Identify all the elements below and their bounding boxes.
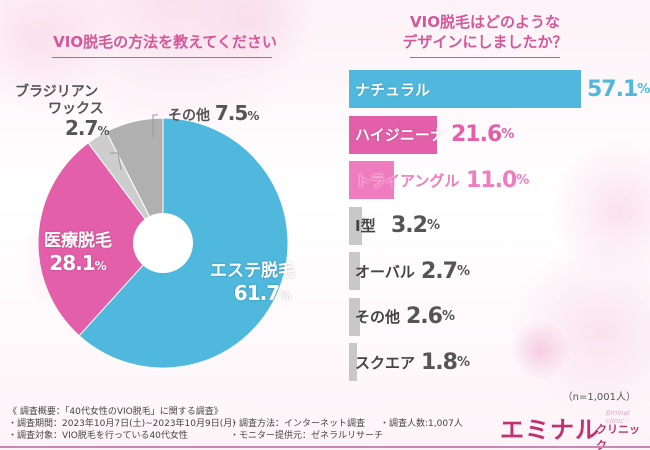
bar bbox=[349, 161, 394, 199]
survey-target: ・調査対象：VIO脱毛を行っている40代女性 bbox=[8, 431, 188, 441]
bar-row: ナチュラル 57.1% bbox=[349, 70, 650, 108]
brazilian-label-line2: ワックス bbox=[48, 101, 104, 117]
bar bbox=[349, 115, 437, 154]
bar-value-number: 2.7 bbox=[421, 258, 458, 284]
bar-row: トライアングル 11.0% bbox=[349, 161, 639, 199]
bar-value-number: 11.0 bbox=[466, 167, 517, 193]
esthe-label-name: エステ脱毛 bbox=[210, 261, 295, 281]
bar-value: 2.7% bbox=[421, 252, 470, 290]
bar-label: I型 bbox=[355, 217, 376, 235]
bar-value-unit: % bbox=[501, 127, 515, 142]
other-value-unit: % bbox=[247, 109, 260, 123]
bar-value: 57.1% bbox=[587, 70, 650, 108]
pie-title-underline bbox=[52, 57, 272, 58]
pie-slice bbox=[105, 117, 164, 244]
bar bbox=[349, 343, 357, 381]
bar-value: 11.0% bbox=[466, 161, 529, 199]
bar-chart-title: VIO脱毛はどのような デザインにしましたか？ bbox=[385, 12, 585, 52]
bar-value-unit: % bbox=[516, 172, 530, 188]
bar-label: ナチュラル bbox=[355, 80, 431, 99]
pie-label-brazilian: ブラジリアン ワックス 2.7% bbox=[15, 84, 109, 140]
survey-footer: 《 調査概要：「40代女性のVIO脱毛」に関する調査》 ・調査期間：2023年1… bbox=[8, 406, 463, 442]
footer-divider bbox=[0, 446, 650, 448]
sample-size-note: （n=1,001人） bbox=[562, 392, 636, 403]
bar-title-underline bbox=[410, 57, 560, 58]
survey-method: ・調査方法：インターネット調査 bbox=[230, 419, 366, 429]
bar-label: スクエア bbox=[355, 353, 416, 372]
bar bbox=[349, 252, 360, 290]
survey-period: ・調査期間：2023年10月7日(土)~2023年10月9日(月) bbox=[8, 419, 236, 429]
brazilian-value: 2.7% bbox=[15, 118, 110, 140]
bar-value: 1.8% bbox=[421, 343, 470, 381]
bar-value-unit: % bbox=[637, 81, 650, 97]
medical-value-number: 28.1 bbox=[49, 251, 95, 275]
bar-value-number: 57.1 bbox=[587, 76, 638, 102]
other-value-number: 7.5 bbox=[214, 101, 248, 125]
bar-value-unit: % bbox=[456, 263, 471, 279]
pie-chart-title: VIO脱毛の方法を教えてください bbox=[53, 33, 277, 51]
bar-value: 3.2% bbox=[391, 207, 440, 245]
leader-line-other bbox=[152, 114, 158, 137]
pie-label-other: その他 7.5% bbox=[168, 103, 260, 125]
bar-value-number: 1.8 bbox=[421, 349, 458, 375]
survey-count: ・調査人数:1,007人 bbox=[380, 419, 463, 429]
bar-title-line2: デザインにしましたか？ bbox=[402, 33, 568, 51]
bar-value-number: 2.6 bbox=[406, 304, 443, 329]
pie-label-esthe: エステ脱毛 61.7% bbox=[205, 260, 300, 307]
bar-value-unit: % bbox=[426, 218, 441, 233]
bar-value-unit: % bbox=[456, 354, 471, 370]
bar-label: オーバル bbox=[355, 262, 415, 281]
bar-value-number: 3.2 bbox=[391, 213, 428, 238]
bar-row: I型 3.2% bbox=[349, 206, 639, 245]
logo-english: Eminal clinic♡ bbox=[606, 409, 631, 425]
bar-label: その他 bbox=[355, 308, 401, 326]
bar-label: ハイジニーナ bbox=[355, 126, 445, 144]
bar bbox=[349, 206, 362, 245]
bar bbox=[349, 297, 360, 336]
brazilian-label-line1: ブラジリアン bbox=[15, 84, 99, 100]
bar-value-number: 21.6 bbox=[451, 122, 502, 147]
bar-row: ハイジニーナ 21.6% bbox=[349, 115, 639, 154]
bar-title-line1: VIO脱毛はどのような bbox=[410, 13, 560, 31]
esthe-value-unit: % bbox=[279, 289, 292, 303]
brazilian-value-number: 2.7 bbox=[65, 116, 98, 140]
bar-label: トライアングル bbox=[355, 171, 460, 190]
medical-value-unit: % bbox=[94, 259, 107, 273]
esthe-value-number: 61.7 bbox=[233, 281, 280, 305]
logo-sub: クリニック bbox=[596, 423, 640, 450]
donut-chart bbox=[37, 114, 289, 369]
pie-label-medical: 医療脱毛 28.1% bbox=[38, 230, 118, 277]
bar-value: 2.6% bbox=[406, 298, 455, 336]
logo-main: エミナル bbox=[500, 416, 600, 444]
donut-hole bbox=[133, 213, 193, 273]
other-label-name: その他 bbox=[168, 108, 210, 124]
brazilian-value-unit: % bbox=[97, 124, 110, 138]
leader-line-brazilian bbox=[110, 152, 122, 171]
bar-row: オーバル 2.7% bbox=[349, 252, 639, 290]
bar-value-unit: % bbox=[441, 309, 456, 324]
bar-value: 21.6% bbox=[451, 116, 514, 154]
survey-summary: 《 調査概要：「40代女性のVIO脱毛」に関する調査》 bbox=[8, 407, 223, 417]
bar-row: スクエア 1.8% bbox=[349, 343, 639, 381]
medical-label-name: 医療脱毛 bbox=[44, 231, 112, 251]
pie-slice bbox=[37, 142, 164, 337]
survey-provider: ・モニター提供元：ゼネラルリサーチ bbox=[230, 431, 384, 441]
bar bbox=[349, 70, 581, 108]
bar-row: その他 2.6% bbox=[349, 297, 639, 336]
